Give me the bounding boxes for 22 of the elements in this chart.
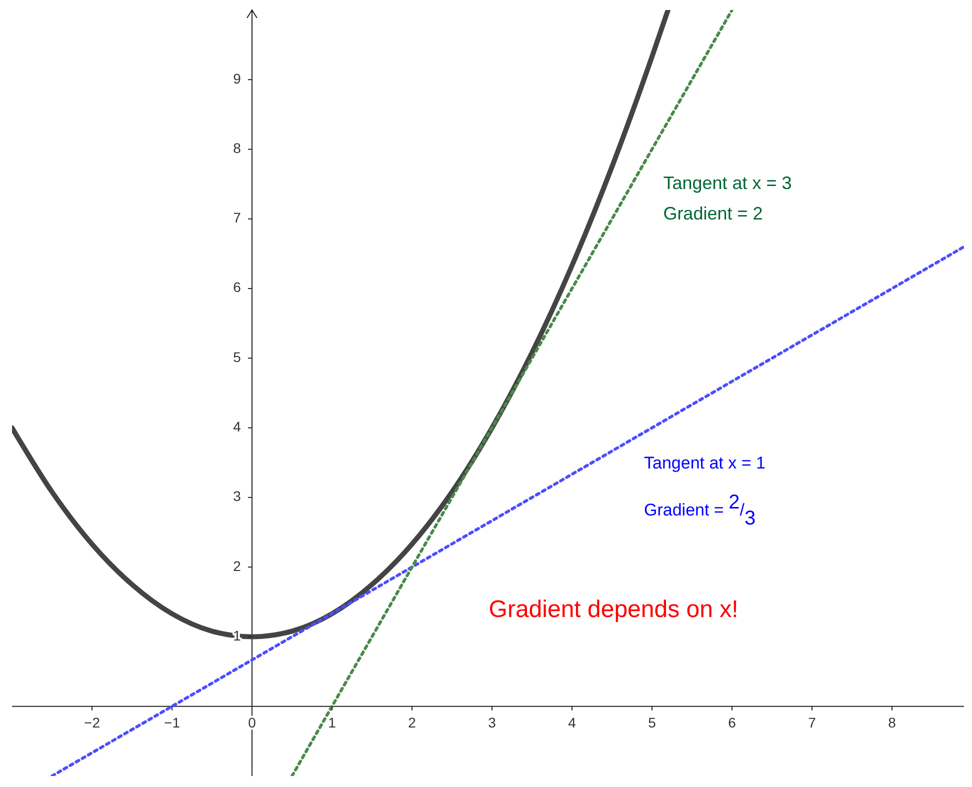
- y-tick-label: 5: [233, 348, 242, 365]
- x-tick-label: 2: [408, 714, 416, 730]
- y-tick-label: 8: [233, 140, 242, 156]
- x-tick-label: 7: [808, 714, 816, 730]
- y-tick-label: 6: [233, 279, 242, 296]
- y-tick-label: 3: [233, 488, 242, 504]
- annotation: Tangent at x = 3: [663, 172, 792, 193]
- annotation: Gradient depends on x!: [488, 596, 738, 624]
- y-tick-label: 4: [233, 418, 242, 435]
- x-tick-label: 1: [328, 714, 336, 730]
- y-tick-label: 9: [233, 70, 242, 86]
- annotation: Tangent at x = 1: [644, 454, 766, 474]
- x-tick-label: 5: [648, 714, 656, 730]
- x-tick-label: 4: [568, 714, 576, 730]
- y-tick-label: 2: [233, 558, 242, 574]
- x-tick-label: −1: [164, 714, 180, 730]
- x-tick-label: −2: [84, 714, 100, 730]
- annotation: Gradient = 2: [663, 203, 763, 224]
- x-tick-label: 6: [728, 714, 736, 730]
- x-tick-label: 8: [888, 714, 896, 730]
- y-tick-label: 7: [233, 210, 242, 226]
- x-tick-label: 3: [488, 714, 496, 730]
